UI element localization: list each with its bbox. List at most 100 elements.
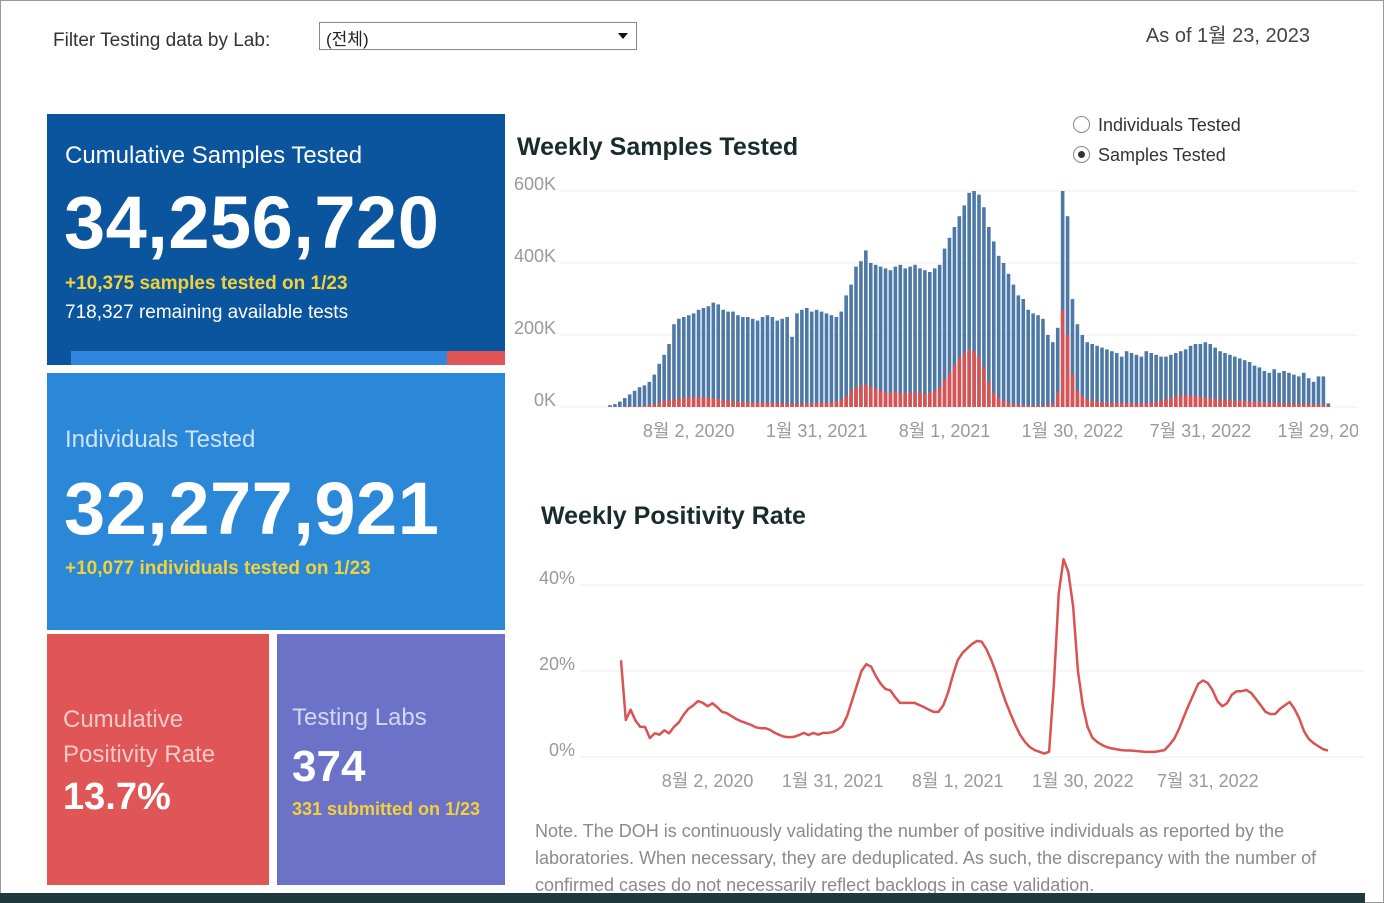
- bar: [736, 401, 740, 407]
- bar: [805, 403, 809, 407]
- bar: [1016, 295, 1021, 407]
- chart-title: Weekly Positivity Rate: [541, 502, 806, 530]
- bar: [637, 387, 642, 407]
- note: Note. The DOH is continuously validating…: [535, 821, 1317, 893]
- bar: [1208, 398, 1213, 407]
- bar: [937, 264, 942, 407]
- bar: [662, 400, 666, 407]
- lab-select[interactable]: (전체): [319, 22, 637, 50]
- bar: [800, 403, 804, 407]
- bar: [760, 402, 765, 407]
- bar: [1051, 342, 1055, 407]
- bar: [893, 391, 898, 407]
- bar: [1203, 397, 1208, 407]
- bar: [967, 349, 971, 407]
- bar: [824, 402, 829, 407]
- bar: [1233, 356, 1237, 407]
- footer-bar: [0, 893, 1365, 903]
- y-tick-label: 20%: [539, 654, 575, 674]
- bar: [888, 270, 893, 407]
- bar: [706, 398, 711, 407]
- bar: [731, 311, 735, 407]
- bar: [1301, 372, 1306, 407]
- y-tick-label: 40%: [539, 568, 575, 588]
- bar: [854, 266, 858, 407]
- bar: [1139, 403, 1144, 407]
- radio-label: Samples Tested: [1098, 145, 1226, 165]
- bar: [1193, 396, 1198, 407]
- bar: [1105, 402, 1109, 407]
- bar: [696, 397, 701, 407]
- radio-option[interactable]: Samples Tested: [1073, 145, 1226, 166]
- x-tick-label: 1월 30, 2022: [1032, 771, 1134, 791]
- bar: [667, 344, 671, 407]
- bar: [1316, 404, 1321, 407]
- bar: [859, 385, 863, 407]
- bar: [736, 315, 740, 407]
- tile-title: Cumulative Positivity Rate: [63, 706, 216, 768]
- bar: [1065, 216, 1070, 407]
- bar: [1164, 399, 1168, 407]
- bar: [1021, 405, 1026, 407]
- bar: [701, 308, 706, 407]
- bar: [1114, 402, 1119, 407]
- positivity-tile: Cumulative Positivity Rate 13.7%: [47, 634, 269, 885]
- bar: [1119, 356, 1124, 407]
- line: [619, 557, 1329, 755]
- bar: [868, 386, 873, 407]
- bar: [814, 403, 819, 407]
- bar: [1262, 402, 1267, 407]
- bar: [824, 313, 829, 407]
- tile-title: Testing Labs: [292, 704, 427, 731]
- bar: [873, 389, 878, 407]
- bar: [1080, 396, 1085, 407]
- bar: [987, 227, 991, 407]
- bar: [1287, 372, 1291, 407]
- bar: [1272, 369, 1276, 407]
- select-caret: [618, 33, 628, 39]
- bar: [632, 406, 637, 407]
- bar: [996, 398, 1001, 407]
- x-tick-label: 1월 30, 2022: [1022, 421, 1124, 441]
- bar: [864, 384, 868, 407]
- x-tick-label: 1월 31, 2021: [766, 421, 868, 441]
- bar: [1297, 403, 1301, 407]
- bar: [1046, 404, 1050, 407]
- bar: [691, 313, 696, 407]
- bar: [1001, 400, 1006, 407]
- bar: [721, 309, 725, 407]
- select-value: (전체): [326, 30, 369, 49]
- y-tick-label: 0K: [534, 390, 556, 410]
- bar: [1105, 349, 1109, 407]
- bar: [1129, 353, 1134, 407]
- bar: [814, 309, 819, 407]
- bar: [1006, 402, 1011, 407]
- bar: [1129, 403, 1134, 407]
- tile-new: +10,375 samples tested on 1/23: [65, 273, 348, 294]
- bar: [775, 320, 780, 407]
- bar: [721, 399, 725, 407]
- bar: [677, 318, 681, 407]
- bar: [716, 399, 721, 407]
- radio-option[interactable]: Individuals Tested: [1073, 115, 1241, 136]
- progress-used: [71, 351, 447, 365]
- bar: [947, 237, 952, 407]
- bar: [903, 393, 907, 407]
- bar: [765, 403, 770, 407]
- bar: [844, 295, 848, 407]
- bar: [1287, 403, 1291, 407]
- bar: [770, 403, 775, 407]
- bar: [982, 367, 986, 407]
- bar: [1203, 342, 1208, 407]
- bar: [741, 317, 745, 407]
- bar: [1134, 403, 1139, 407]
- bar: [849, 284, 853, 407]
- bar: [1178, 395, 1183, 407]
- bar: [1075, 390, 1080, 407]
- bar: [1090, 400, 1094, 407]
- bar: [873, 264, 878, 407]
- bar: [1070, 299, 1075, 407]
